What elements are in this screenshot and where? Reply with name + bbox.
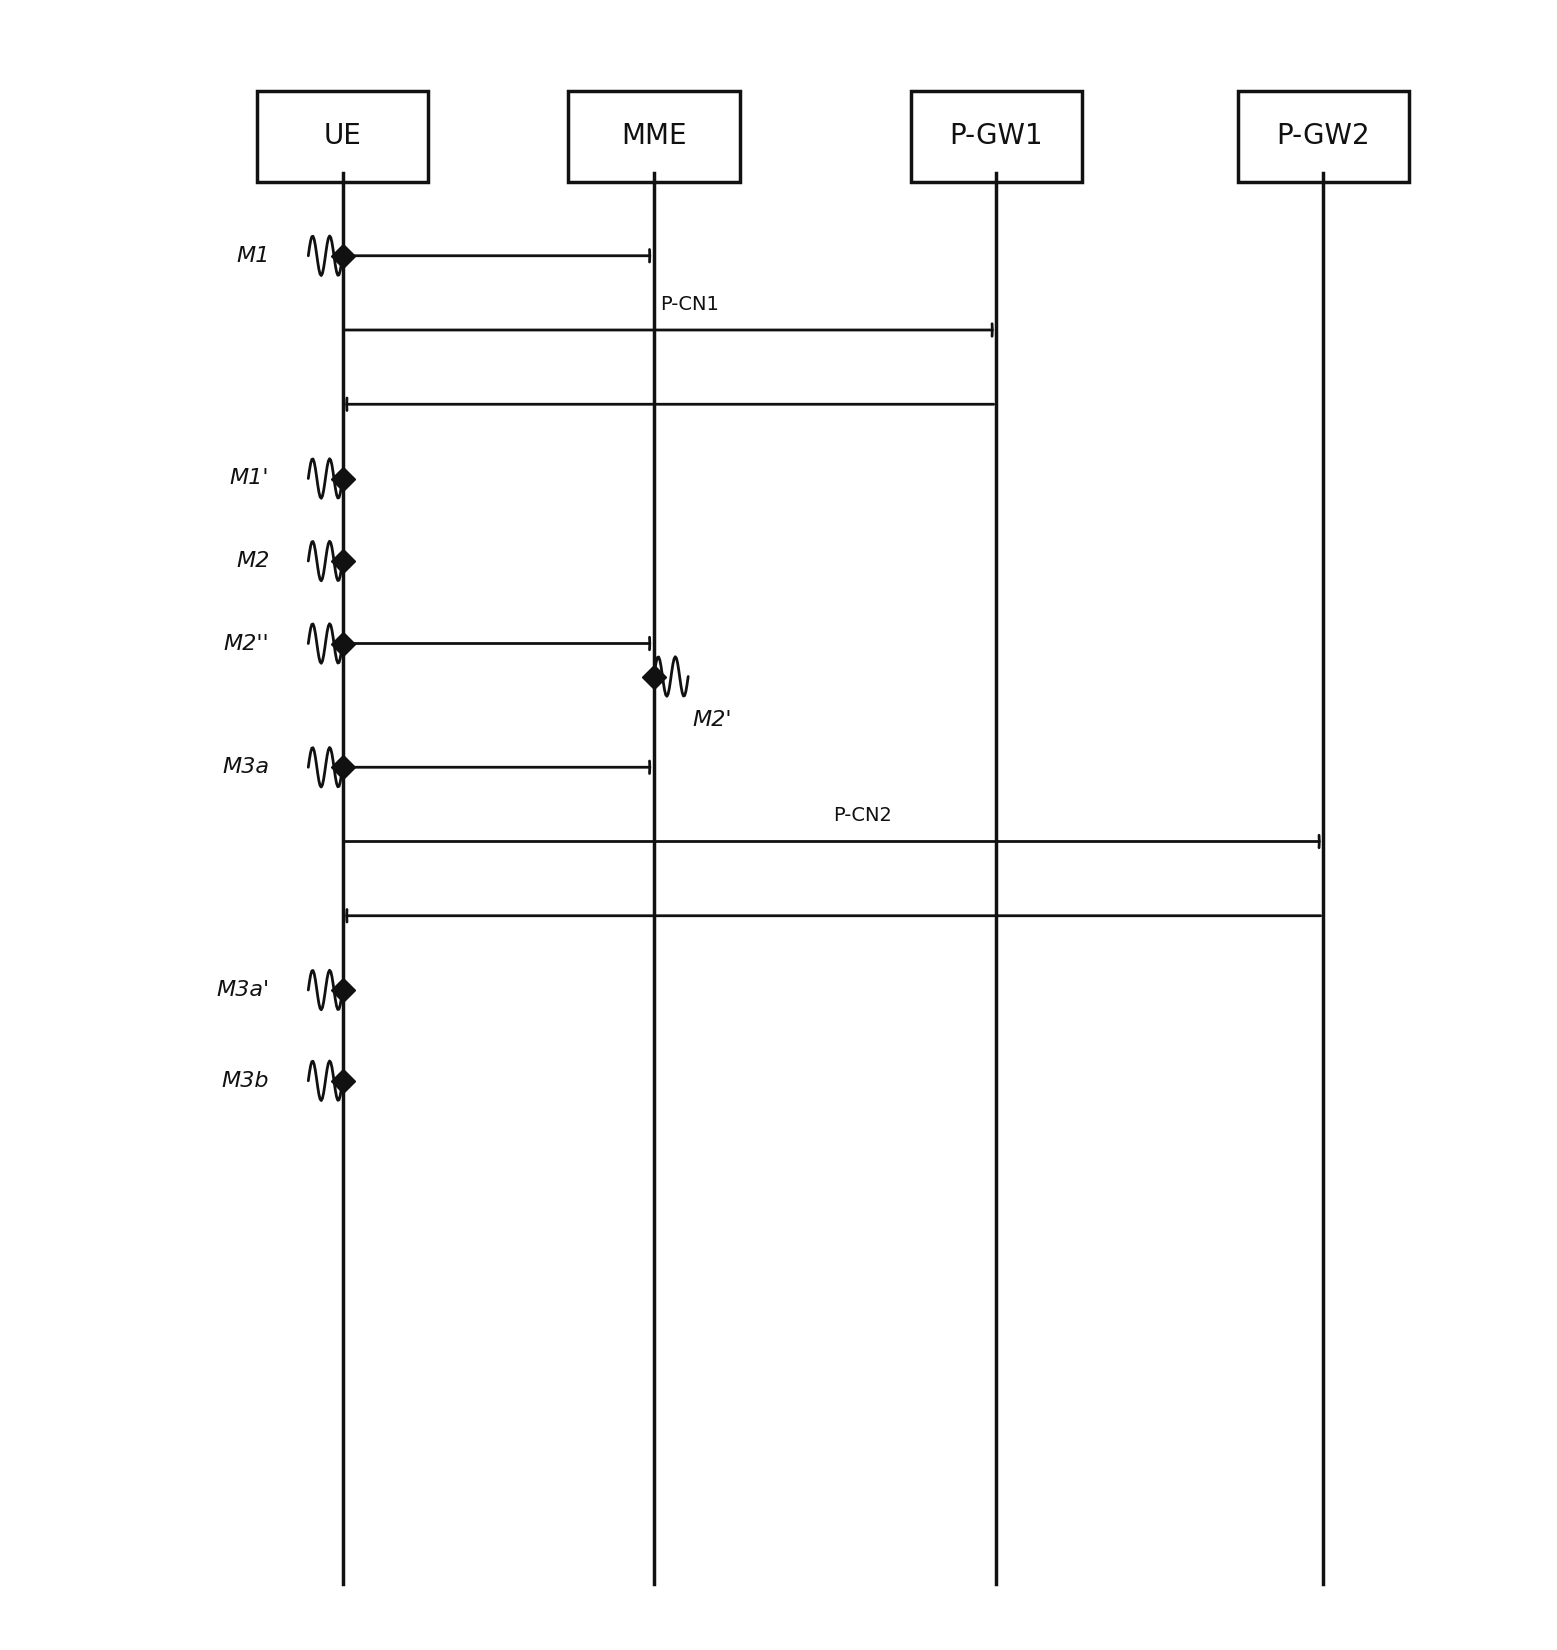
Text: P-GW1: P-GW1 xyxy=(950,122,1043,150)
Text: MME: MME xyxy=(621,122,687,150)
Text: M3a: M3a xyxy=(223,757,269,777)
Text: M1: M1 xyxy=(237,246,269,266)
Text: UE: UE xyxy=(324,122,361,150)
FancyBboxPatch shape xyxy=(911,91,1082,182)
FancyBboxPatch shape xyxy=(568,91,740,182)
Text: M2'': M2'' xyxy=(224,634,269,653)
Text: M2': M2' xyxy=(693,710,732,729)
Text: M2: M2 xyxy=(237,551,269,571)
Text: M1': M1' xyxy=(230,469,269,488)
Text: P-CN1: P-CN1 xyxy=(660,294,719,314)
FancyBboxPatch shape xyxy=(257,91,428,182)
Text: M3b: M3b xyxy=(221,1071,269,1091)
FancyBboxPatch shape xyxy=(1238,91,1409,182)
Text: P-GW2: P-GW2 xyxy=(1277,122,1370,150)
Text: M3a': M3a' xyxy=(216,980,269,1000)
Text: P-CN2: P-CN2 xyxy=(833,805,892,825)
